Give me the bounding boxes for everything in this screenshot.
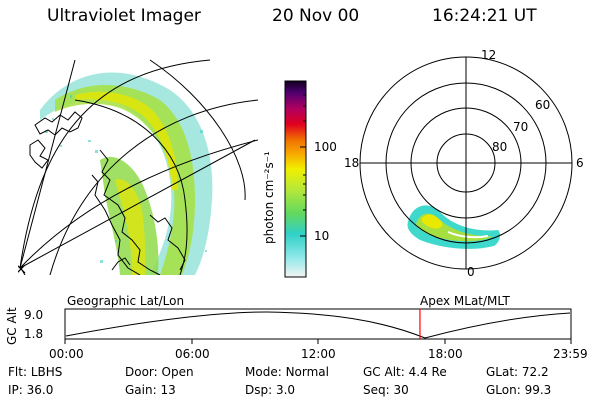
gc-alt-axis-label: GC Alt	[5, 307, 19, 345]
status-door: Door: Open	[125, 365, 194, 379]
colorbar-tick-10: 10	[314, 229, 330, 243]
mlt-label-12: 12	[481, 48, 497, 62]
lat-lon-grid	[19, 59, 258, 275]
x-tick-0600: 06:00	[175, 347, 210, 361]
status-glon: GLon: 99.3	[486, 383, 552, 397]
x-tick-1800: 18:00	[428, 347, 463, 361]
status-mode: Mode: Normal	[245, 365, 329, 379]
coastlines	[29, 111, 186, 275]
time-label: 16:24:21 UT	[432, 6, 537, 26]
colorbar	[284, 80, 307, 278]
status-gc-alt: GC Alt: 4.4 Re	[363, 365, 447, 379]
status-gain: Gain: 13	[125, 383, 176, 397]
altitude-timeline	[64, 308, 572, 344]
status-ip: IP: 36.0	[8, 383, 54, 397]
date-label: 20 Nov 00	[272, 6, 360, 26]
colorbar-tick-100: 100	[314, 140, 337, 154]
mlt-label-0: 0	[467, 265, 475, 279]
geo-caption: Geographic Lat/Lon	[67, 294, 185, 308]
timeline-frame	[64, 308, 572, 340]
apex-caption: Apex MLat/MLT	[420, 294, 510, 308]
colorbar-ticks	[300, 94, 306, 237]
x-tick-1200: 12:00	[301, 347, 336, 361]
polar-plot	[359, 56, 573, 270]
mlt-label-18: 18	[344, 156, 360, 170]
aurora-band-core	[75, 91, 178, 190]
colorbar-unit-label: photon cm⁻²s⁻¹	[262, 151, 276, 244]
noise-speckles	[45, 95, 207, 263]
y-tick-top: 9.0	[24, 308, 44, 322]
x-tick-0000: 00:00	[49, 347, 84, 361]
y-tick-bottom: 1.8	[24, 327, 44, 341]
timeline-ticks	[64, 339, 572, 344]
pole-marker	[18, 264, 26, 274]
altitude-curve	[65, 311, 571, 339]
status-dsp: Dsp: 3.0	[245, 383, 296, 397]
mlt-label-6: 6	[576, 156, 584, 170]
status-flt: Flt: LBHS	[8, 365, 63, 379]
lat-label-80: 80	[492, 140, 508, 154]
status-seq: Seq: 30	[363, 383, 409, 397]
lat-label-60: 60	[535, 98, 551, 112]
x-tick-2359: 23:59	[553, 347, 588, 361]
instrument-title: Ultraviolet Imager	[47, 6, 201, 26]
status-glat: GLat: 72.2	[486, 365, 549, 379]
geographic-image	[18, 59, 258, 275]
polar-aurora	[407, 205, 501, 249]
aurora-patch-core	[115, 179, 146, 275]
lat-label-70: 70	[513, 120, 529, 134]
